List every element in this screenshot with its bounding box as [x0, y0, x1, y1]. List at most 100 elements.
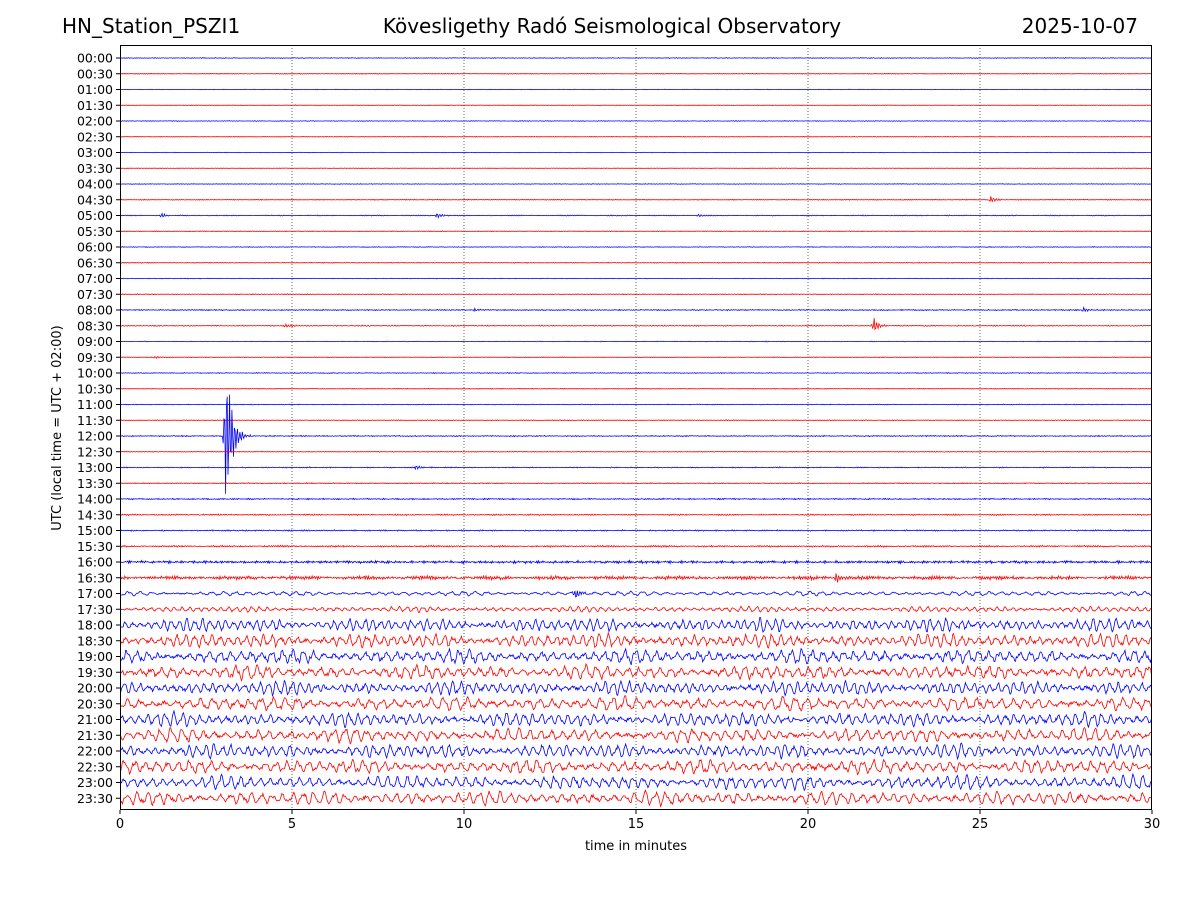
traces [120, 57, 1152, 808]
chart-title: Kövesligethy Radó Seismological Observat… [382, 14, 842, 38]
trace-0900 [120, 340, 1152, 343]
row-label: 14:00 [77, 492, 113, 507]
trace-0600 [120, 246, 1152, 248]
row-label: 13:00 [77, 460, 113, 475]
trace-0000 [120, 57, 1152, 59]
row-label: 09:00 [77, 334, 113, 349]
trace-0230 [120, 135, 1152, 138]
row-label: 13:30 [77, 476, 113, 491]
x-tick-label: 10 [456, 817, 473, 832]
row-label: 11:30 [77, 413, 113, 428]
trace-1300 [120, 465, 1152, 471]
trace-1530 [120, 544, 1152, 548]
row-label: 17:00 [77, 586, 113, 601]
trace-2300 [120, 772, 1152, 792]
trace-1800 [120, 616, 1152, 633]
trace-0730 [120, 293, 1152, 296]
date-label: 2025-10-07 [1021, 14, 1138, 38]
trace-2030 [120, 695, 1152, 712]
trace-1700 [120, 590, 1152, 598]
row-label: 14:30 [77, 507, 113, 522]
row-label: 08:00 [77, 303, 113, 318]
station-label: HN_Station_PSZI1 [62, 14, 241, 38]
trace-0500 [120, 212, 1152, 219]
trace-2000 [120, 679, 1152, 698]
row-label: 07:00 [77, 271, 113, 286]
x-tick-label: 25 [972, 817, 989, 832]
trace-1200 [120, 394, 1152, 494]
trace-0530 [120, 230, 1152, 233]
row-label: 06:00 [77, 240, 113, 255]
trace-0800 [120, 306, 1152, 313]
y-axis: 00:0000:3001:0001:3002:0002:3003:0003:30… [77, 51, 120, 806]
trace-1430 [120, 513, 1152, 517]
y-axis-label: UTC (local time = UTC + 02:00) [50, 325, 65, 530]
row-label: 19:30 [77, 665, 113, 680]
row-label: 18:00 [77, 618, 113, 633]
row-label: 16:30 [77, 570, 113, 585]
row-label: 22:30 [77, 759, 113, 774]
plot-frame [120, 45, 1152, 810]
row-label: 06:30 [77, 255, 113, 270]
row-label: 22:00 [77, 744, 113, 759]
trace-0930 [120, 356, 1152, 359]
row-label: 07:30 [77, 287, 113, 302]
trace-0400 [120, 183, 1152, 185]
row-label: 08:30 [77, 318, 113, 333]
row-label: 05:30 [77, 224, 113, 239]
row-label: 10:30 [77, 381, 113, 396]
trace-0100 [120, 88, 1152, 91]
trace-0200 [120, 120, 1152, 122]
trace-0300 [120, 151, 1152, 154]
trace-1830 [120, 631, 1152, 649]
row-label: 00:30 [77, 66, 113, 81]
trace-0130 [120, 104, 1152, 107]
row-label: 01:00 [77, 82, 113, 97]
trace-1100 [120, 403, 1152, 406]
trace-0030 [120, 72, 1152, 75]
row-label: 18:30 [77, 633, 113, 648]
row-label: 04:00 [77, 177, 113, 192]
row-label: 21:30 [77, 728, 113, 743]
trace-1900 [120, 647, 1152, 666]
row-label: 02:00 [77, 114, 113, 129]
row-label: 17:30 [77, 602, 113, 617]
trace-1630 [120, 573, 1152, 583]
row-label: 02:30 [77, 129, 113, 144]
x-tick-label: 15 [628, 817, 645, 832]
row-label: 15:00 [77, 523, 113, 538]
trace-1000 [120, 371, 1152, 375]
trace-1500 [120, 529, 1152, 532]
row-label: 09:30 [77, 350, 113, 365]
trace-0700 [120, 277, 1152, 280]
trace-2230 [120, 758, 1152, 776]
row-label: 19:00 [77, 649, 113, 664]
row-label: 03:30 [77, 161, 113, 176]
x-axis: 0 5 10 15 20 25 30 [116, 810, 1160, 832]
row-label: 01:30 [77, 98, 113, 113]
row-label: 21:00 [77, 712, 113, 727]
row-label: 12:00 [77, 429, 113, 444]
row-label: 03:00 [77, 145, 113, 160]
trace-0830 [120, 317, 1152, 331]
trace-1130 [120, 419, 1152, 422]
row-label: 00:00 [77, 51, 113, 66]
row-label: 10:00 [77, 366, 113, 381]
trace-1400 [120, 497, 1152, 501]
row-label: 05:00 [77, 208, 113, 223]
row-label: 23:30 [77, 791, 113, 806]
trace-0630 [120, 261, 1152, 264]
trace-1230 [120, 450, 1152, 453]
trace-1730 [120, 605, 1152, 613]
x-tick-label: 30 [1144, 817, 1161, 832]
row-label: 23:00 [77, 775, 113, 790]
row-label: 04:30 [77, 192, 113, 207]
trace-0430 [120, 196, 1152, 203]
trace-1600 [120, 559, 1152, 565]
trace-2130 [120, 726, 1152, 745]
trace-1030 [120, 387, 1152, 390]
trace-2200 [120, 742, 1152, 761]
x-tick-label: 20 [800, 817, 817, 832]
row-label: 20:00 [77, 681, 113, 696]
